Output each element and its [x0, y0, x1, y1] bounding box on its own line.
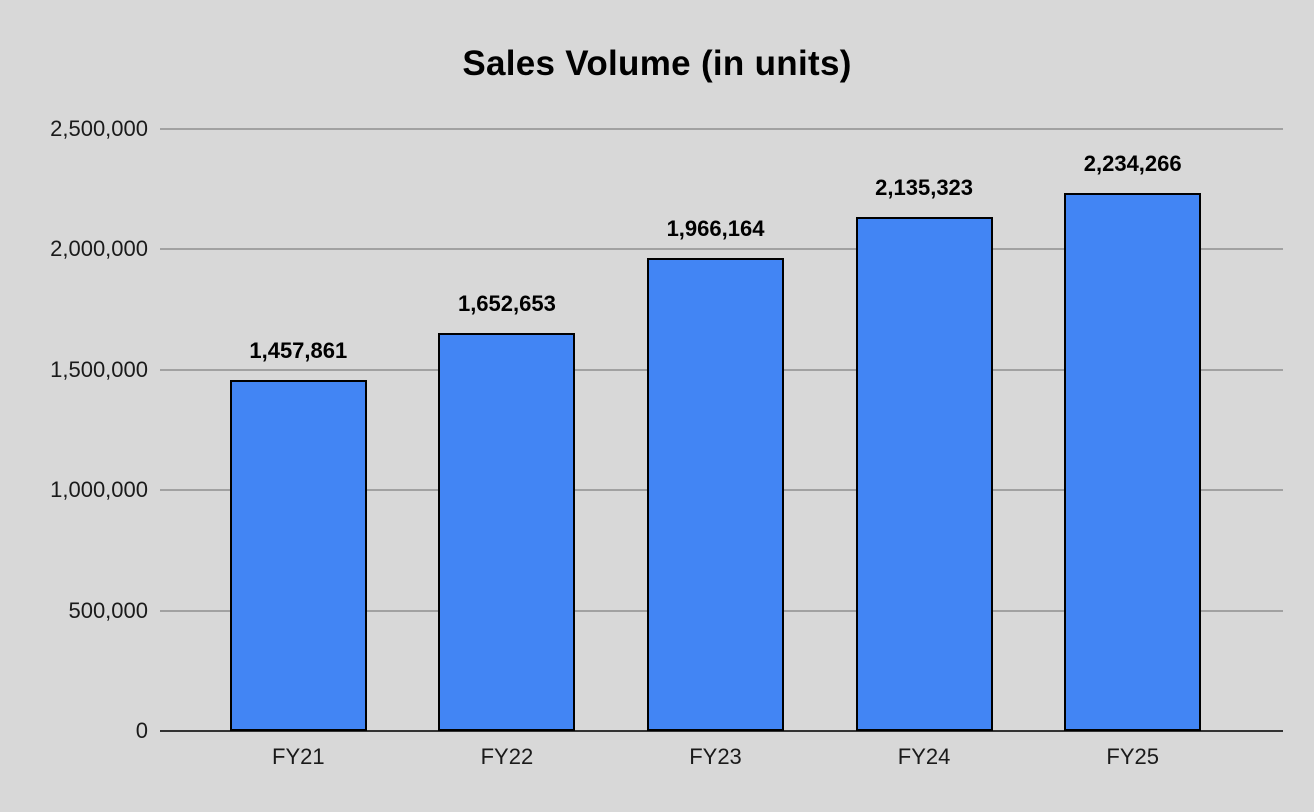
- bar-value-label: 2,234,266: [1083, 151, 1182, 176]
- bar-fy25: [1064, 193, 1202, 731]
- bar-value-label: 1,652,653: [457, 291, 556, 317]
- chart-title: Sales Volume (in units): [462, 44, 852, 83]
- bar-fy24: [855, 216, 993, 731]
- y-axis-tick-label: 2,500,000: [50, 116, 148, 141]
- x-axis-tick-label: FY22: [480, 744, 534, 769]
- x-axis-tick-label: FY23: [689, 744, 742, 769]
- bar-fy22: [438, 333, 576, 731]
- bar-value-label: 2,135,323: [875, 174, 974, 200]
- y-axis-tick-label: 1,000,000: [50, 477, 148, 503]
- y-axis-tick-label: 500,000: [68, 597, 148, 623]
- bar-fy23: [647, 257, 784, 731]
- y-axis-tick-label: 1,500,000: [50, 356, 148, 382]
- x-axis-tick-label: FY24: [897, 744, 951, 769]
- y-axis-tick-label: 2,000,000: [50, 236, 148, 262]
- x-axis-line: [160, 730, 1283, 732]
- bar-value-label: 1,966,164: [666, 215, 765, 241]
- y-axis-tick-label: 0: [135, 718, 148, 743]
- y-axis: 0 500,000 1,000,000 1,500,000 2,000,000 2,500…: [0, 116, 148, 743]
- x-axis-tick-label: FY21: [272, 744, 325, 769]
- x-axis-tick-label: FY25: [1106, 744, 1159, 769]
- bar-value-label: 1,457,861: [249, 337, 348, 363]
- x-axis: FY21 FY22 FY23 FY24 FY25: [160, 744, 1283, 776]
- gridline: [160, 248, 1283, 251]
- gridline: [160, 128, 1283, 130]
- plot-area: 1,457,861 1,652,653 1,966,164 2,135,323 2,23…: [160, 128, 1283, 732]
- bar-fy21: [229, 379, 367, 731]
